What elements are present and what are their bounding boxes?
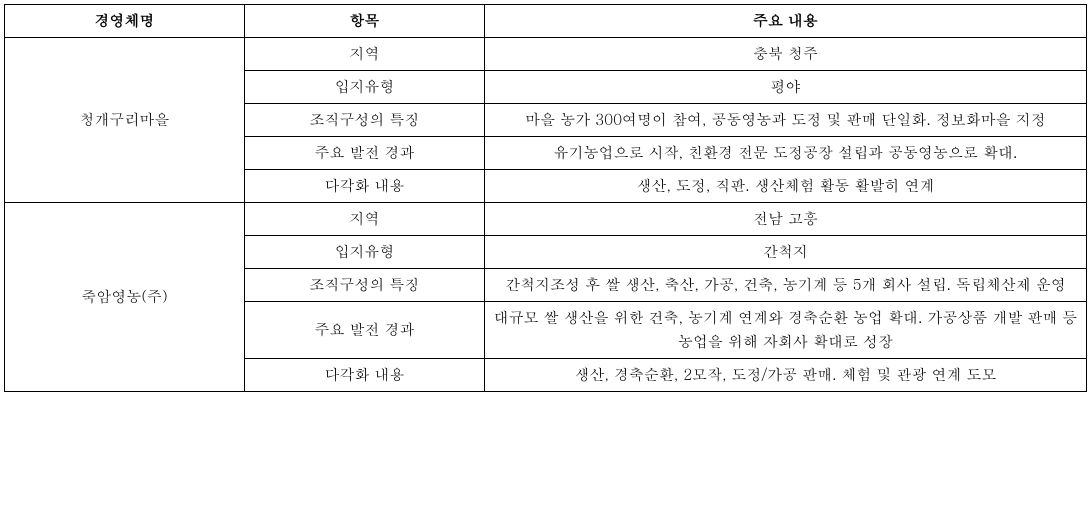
- item-cell: 다각화 내용: [245, 170, 485, 203]
- data-table: 경영체명 항목 주요 내용 청개구리마을 지역 충북 청주 입지유형 평야 조직…: [4, 4, 1087, 392]
- item-cell: 지역: [245, 38, 485, 71]
- table-body: 청개구리마을 지역 충북 청주 입지유형 평야 조직구성의 특징 마을 농가 3…: [5, 38, 1087, 392]
- header-content: 주요 내용: [485, 5, 1087, 38]
- content-cell: 간척지조성 후 쌀 생산, 축산, 가공, 건축, 농기계 등 5개 회사 설립…: [485, 269, 1087, 302]
- table-row: 죽암영농(주) 지역 전남 고흥: [5, 203, 1087, 236]
- content-cell: 평야: [485, 71, 1087, 104]
- group-name-cell: 죽암영농(주): [5, 203, 245, 392]
- item-cell: 조직구성의 특징: [245, 269, 485, 302]
- item-cell: 다각화 내용: [245, 359, 485, 392]
- header-name: 경영체명: [5, 5, 245, 38]
- item-cell: 입지유형: [245, 236, 485, 269]
- content-cell: 생산, 경축순환, 2모작, 도정/가공 판매. 체험 및 관광 연계 도모: [485, 359, 1087, 392]
- item-cell: 주요 발전 경과: [245, 302, 485, 359]
- content-cell: 유기농업으로 시작, 친환경 전문 도정공장 설립과 공동영농으로 확대.: [485, 137, 1087, 170]
- content-cell: 마을 농가 300여명이 참여, 공동영농과 도정 및 판매 단일화. 정보화마…: [485, 104, 1087, 137]
- item-cell: 입지유형: [245, 71, 485, 104]
- content-cell: 충북 청주: [485, 38, 1087, 71]
- item-cell: 주요 발전 경과: [245, 137, 485, 170]
- table-row: 청개구리마을 지역 충북 청주: [5, 38, 1087, 71]
- item-cell: 지역: [245, 203, 485, 236]
- content-cell: 간척지: [485, 236, 1087, 269]
- group-name-cell: 청개구리마을: [5, 38, 245, 203]
- item-cell: 조직구성의 특징: [245, 104, 485, 137]
- content-cell: 대규모 쌀 생산을 위한 건축, 농기계 연계와 경축순환 농업 확대. 가공상…: [485, 302, 1087, 359]
- header-item: 항목: [245, 5, 485, 38]
- table-header-row: 경영체명 항목 주요 내용: [5, 5, 1087, 38]
- content-cell: 전남 고흥: [485, 203, 1087, 236]
- content-cell: 생산, 도정, 직판. 생산체험 활동 활발히 연계: [485, 170, 1087, 203]
